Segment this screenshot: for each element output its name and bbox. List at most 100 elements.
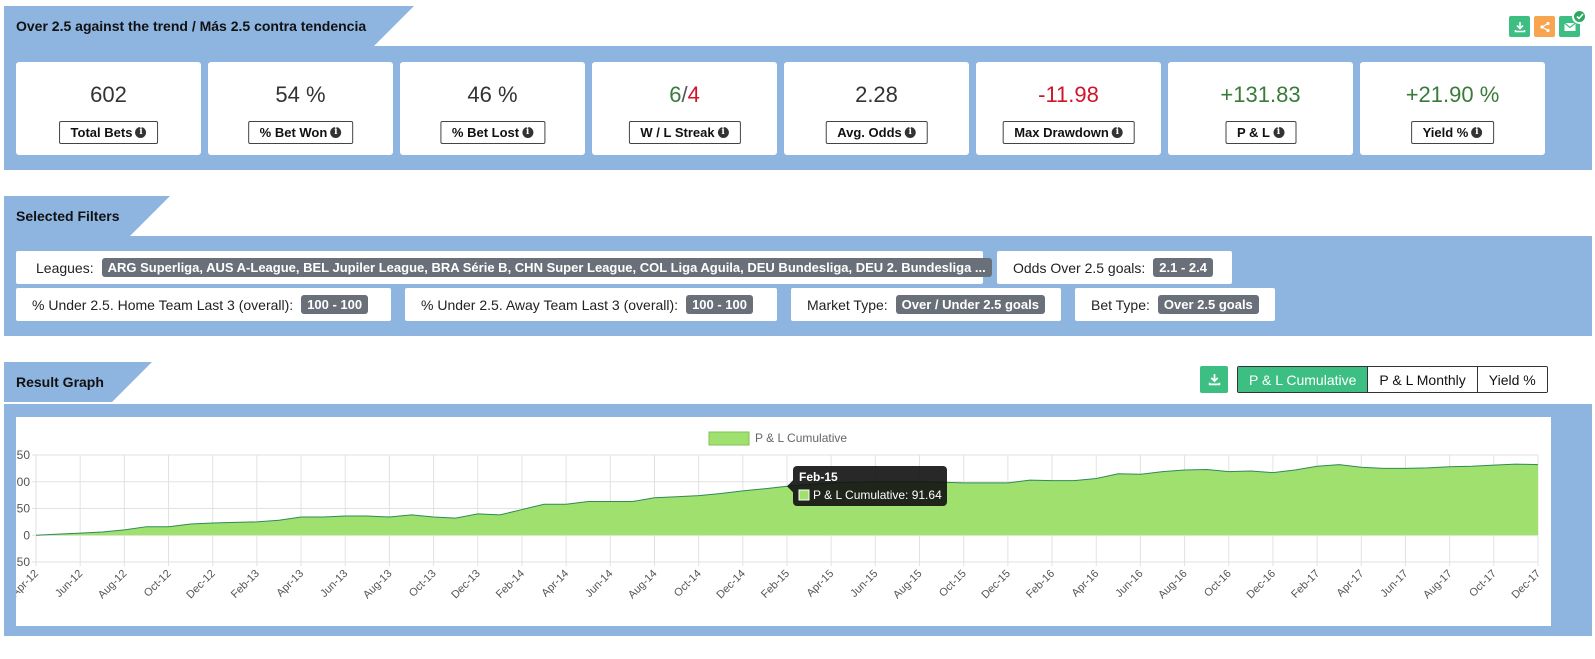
info-icon: i xyxy=(1111,127,1123,138)
tooltip-box xyxy=(793,466,947,506)
tab-pl-cumulative[interactable]: P & L Cumulative xyxy=(1238,367,1368,392)
stat-value: 54 % xyxy=(275,82,326,107)
tooltip-caret xyxy=(787,480,793,493)
filter-under-away: % Under 2.5. Away Team Last 3 (overall):… xyxy=(405,288,777,321)
filter-label: % Under 2.5. Away Team Last 3 (overall): xyxy=(421,296,679,313)
area-fill xyxy=(36,464,1538,536)
info-icon: i xyxy=(330,127,342,138)
mail-icon xyxy=(1563,22,1576,31)
info-icon: i xyxy=(1273,127,1284,138)
stat-value: 602 xyxy=(90,82,127,107)
mail-button[interactable] xyxy=(1559,9,1587,37)
x-tick-label: Aug-17 xyxy=(1421,568,1455,602)
filter-market-type: Market Type: Over / Under 2.5 goals xyxy=(791,288,1061,321)
x-tick-label: Aug-14 xyxy=(626,568,660,602)
legend-label: P & L Cumulative xyxy=(755,431,847,445)
stat-card-max-drawdown: -11.98 Max Drawdown i xyxy=(976,62,1161,155)
stat-label[interactable]: Avg. Odds i xyxy=(825,121,928,144)
stat-label-text: % Bet Lost xyxy=(451,125,520,140)
download-button[interactable] xyxy=(1509,16,1530,37)
x-tick-label: Oct-17 xyxy=(1467,568,1499,600)
stat-card-bet-won: 54 % % Bet Won i xyxy=(208,62,393,155)
filter-leagues: Leagues: ARG Superliga, AUS A-League, BE… xyxy=(16,251,992,284)
x-tick-label: Feb-17 xyxy=(1289,568,1322,601)
y-tick-label: 150 xyxy=(16,448,30,462)
stats-row: 602 Total Bets i 54 % % Bet Won i 46 % % B… xyxy=(16,62,1545,155)
x-tick-label: Dec-16 xyxy=(1244,568,1278,602)
tab-pl-monthly[interactable]: P & L Monthly xyxy=(1367,367,1477,392)
stat-value: +21.90 % xyxy=(1405,82,1500,107)
tooltip-swatch xyxy=(798,489,810,501)
download-icon xyxy=(1208,374,1220,386)
chart-legend: P & L Cumulative xyxy=(708,431,847,446)
legend-swatch xyxy=(708,431,750,446)
x-tick-label: Oct-13 xyxy=(407,568,439,600)
x-tick-label: Aug-12 xyxy=(96,568,130,602)
filter-value-badge: Over 2.5 goals xyxy=(1157,295,1259,314)
tooltip-label: P & L Cumulative: 91.64 xyxy=(813,488,942,502)
filter-bet-type: Bet Type: Over 2.5 goals xyxy=(1075,288,1275,321)
x-tick-label: Apr-15 xyxy=(804,568,836,600)
share-button[interactable] xyxy=(1534,16,1555,37)
chart-tooltip: Feb-15 P & L Cumulative: 91.64 xyxy=(787,466,947,506)
x-tick-label: Feb-14 xyxy=(494,568,527,601)
streak-loss: 4 xyxy=(687,82,700,107)
tab-yield[interactable]: Yield % xyxy=(1476,367,1547,392)
stat-card-total-bets: 602 Total Bets i xyxy=(16,62,201,155)
filter-label: Market Type: xyxy=(807,296,888,313)
stat-label-text: Yield % xyxy=(1422,125,1469,140)
stat-value: 6/4 xyxy=(592,82,777,108)
x-tick-label: Dec-12 xyxy=(184,568,218,602)
stat-value: 2.28 xyxy=(855,82,898,107)
stat-card-bet-lost: 46 % % Bet Lost i xyxy=(400,62,585,155)
streak-sep: / xyxy=(681,82,688,107)
series-line xyxy=(35,463,1539,536)
stat-label-text: Max Drawdown xyxy=(1014,125,1109,140)
stat-card-avg-odds: 2.28 Avg. Odds i xyxy=(784,62,969,155)
graph-mode-toggle: P & L Cumulative P & L Monthly Yield % xyxy=(1237,366,1548,393)
filter-value-badge: 2.1 - 2.4 xyxy=(1153,258,1213,277)
y-tick-label: 50 xyxy=(17,502,31,516)
x-tick-label: Apr-13 xyxy=(274,568,306,600)
stat-label[interactable]: % Bet Won i xyxy=(247,121,354,144)
filter-value-badge: ARG Superliga, AUS A-League, BEL Jupiler… xyxy=(101,258,992,277)
x-tick-label: Apr-17 xyxy=(1335,568,1367,600)
info-icon: i xyxy=(1471,127,1483,138)
stat-label[interactable]: Total Bets i xyxy=(58,121,159,144)
x-tick-label: Dec-15 xyxy=(979,568,1013,602)
filter-label: Bet Type: xyxy=(1091,296,1150,313)
x-tick-label: Apr-12 xyxy=(16,568,41,600)
x-tick-label: Dec-14 xyxy=(714,568,748,602)
x-tick-label: Jun-15 xyxy=(848,568,880,600)
x-tick-label: Aug-16 xyxy=(1156,568,1190,602)
graph-title: Result Graph xyxy=(16,374,104,390)
info-icon: i xyxy=(717,127,729,138)
stat-label[interactable]: Max Drawdown i xyxy=(1002,121,1135,144)
share-icon xyxy=(1539,21,1550,32)
stat-label[interactable]: W / L Streak i xyxy=(628,121,741,144)
tooltip-title: Feb-15 xyxy=(799,470,838,484)
download-icon xyxy=(1514,21,1525,32)
x-tick-label: Apr-16 xyxy=(1070,568,1102,600)
filter-value-badge: Over / Under 2.5 goals xyxy=(895,295,1045,314)
filter-label: % Under 2.5. Home Team Last 3 (overall): xyxy=(32,296,294,313)
x-tick-label: Oct-16 xyxy=(1202,568,1234,600)
stat-label[interactable]: % Bet Lost i xyxy=(439,121,546,144)
x-tick-label: Oct-15 xyxy=(937,568,969,600)
stat-label[interactable]: Yield % i xyxy=(1410,121,1495,144)
stat-card-yield: +21.90 % Yield % i xyxy=(1360,62,1545,155)
info-icon: i xyxy=(135,127,147,138)
stat-label-text: Avg. Odds xyxy=(837,125,902,140)
x-tick-label: Apr-14 xyxy=(539,568,571,600)
stat-label-text: Total Bets xyxy=(70,125,133,140)
stat-value: -11.98 xyxy=(1038,82,1099,107)
stat-label-text: % Bet Won xyxy=(259,125,328,140)
x-tick-label: Dec-13 xyxy=(449,568,483,602)
x-tick-label: Jun-14 xyxy=(583,568,615,600)
graph-download-button[interactable] xyxy=(1200,366,1228,393)
x-tick-label: Jun-12 xyxy=(53,568,85,600)
